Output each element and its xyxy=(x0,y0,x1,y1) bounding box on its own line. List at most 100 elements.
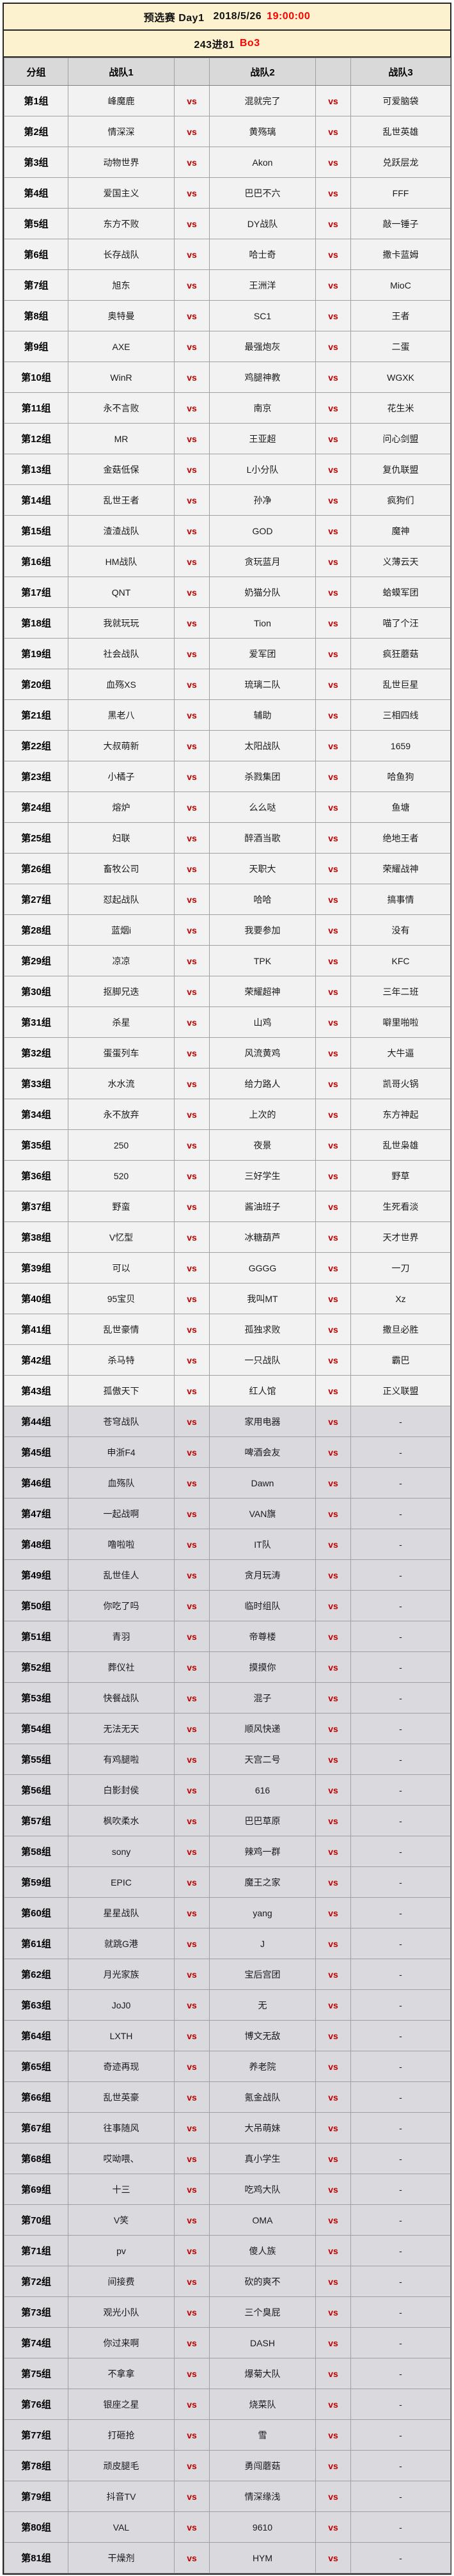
group-label: 第41组 xyxy=(4,1314,68,1345)
group-label: 第35组 xyxy=(4,1129,68,1161)
match-row: 第21组 黑老八 vs 辅助 vs 三相四线 xyxy=(4,699,451,731)
team2-name: IT队 xyxy=(209,1529,316,1560)
match-row: 第1组 峰魔鹿 vs 混就完了 vs 可爱脑袋 xyxy=(4,85,451,116)
group-label: 第67组 xyxy=(4,2112,68,2143)
vs-label: vs xyxy=(315,1314,351,1345)
team1-name: 蛋蛋列车 xyxy=(68,1037,175,1069)
team1-name: 干燥剂 xyxy=(68,2542,175,2573)
team3-name: 荣耀战神 xyxy=(350,853,451,884)
vs-label: vs xyxy=(315,576,351,608)
match-row: 第22组 大叔萌新 vs 太阳战队 vs 1659 xyxy=(4,730,451,761)
team1-name: VAL xyxy=(68,2511,175,2543)
vs-label: vs xyxy=(174,761,210,792)
match-row: 第6组 长存战队 vs 哈士奇 vs 撒卡蓝姆 xyxy=(4,239,451,270)
match-row: 第34组 永不放弃 vs 上次的 vs 东方神起 xyxy=(4,1099,451,1130)
group-label: 第30组 xyxy=(4,976,68,1007)
vs-label: vs xyxy=(174,116,210,147)
vs-label: vs xyxy=(174,853,210,884)
match-row: 第30组 抠脚兄迭 vs 荣耀超神 vs 三年二班 xyxy=(4,976,451,1007)
team1-name: 打砸抢 xyxy=(68,2419,175,2451)
team2-name: 黄殇璃 xyxy=(209,116,316,147)
team1-name: 乱世王者 xyxy=(68,484,175,516)
team2-name: 最强炮灰 xyxy=(209,331,316,362)
team2-name: 辅助 xyxy=(209,699,316,731)
vs-label: vs xyxy=(315,2235,351,2266)
group-label: 第32组 xyxy=(4,1037,68,1069)
vs-label: vs xyxy=(315,1252,351,1284)
team1-name: JoJ0 xyxy=(68,1989,175,2021)
team3-name: - xyxy=(350,1529,451,1560)
team1-name: 葬仪社 xyxy=(68,1651,175,1683)
team1-name: 95宝贝 xyxy=(68,1283,175,1314)
team3-name: 一刀 xyxy=(350,1252,451,1284)
team3-name: 蛤蟆军团 xyxy=(350,576,451,608)
team3-name: 花生米 xyxy=(350,392,451,424)
match-row: 第2组 情深深 vs 黄殇璃 vs 乱世英雄 xyxy=(4,116,451,147)
team2-name: 雪 xyxy=(209,2419,316,2451)
group-label: 第68组 xyxy=(4,2143,68,2174)
team1-name: 白影封侯 xyxy=(68,1774,175,1806)
col-header-vs2-empty xyxy=(315,58,351,86)
vs-label: vs xyxy=(315,2327,351,2358)
vs-label: vs xyxy=(315,1037,351,1069)
vs-label: vs xyxy=(315,1713,351,1744)
team2-name: 夜景 xyxy=(209,1129,316,1161)
vs-label: vs xyxy=(174,1467,210,1499)
match-row: 第40组 95宝贝 vs 我叫MT vs Xz xyxy=(4,1283,451,1314)
team3-name: 喵了个汪 xyxy=(350,607,451,639)
vs-label: vs xyxy=(315,699,351,731)
team2-name: Akon xyxy=(209,147,316,178)
team3-name: - xyxy=(350,2112,451,2143)
match-row: 第25组 妇联 vs 醉酒当歌 vs 绝地王者 xyxy=(4,822,451,854)
vs-label: vs xyxy=(174,669,210,700)
team1-name: 血殇队 xyxy=(68,1467,175,1499)
team2-name: 氪金战队 xyxy=(209,2081,316,2113)
group-label: 第1组 xyxy=(4,85,68,116)
team1-name: 情深深 xyxy=(68,116,175,147)
group-label: 第47组 xyxy=(4,1498,68,1529)
team3-name: 生死看淡 xyxy=(350,1191,451,1222)
group-label: 第15组 xyxy=(4,515,68,546)
vs-label: vs xyxy=(315,976,351,1007)
team3-name: - xyxy=(350,2450,451,2481)
team2-name: 太阳战队 xyxy=(209,730,316,761)
group-label: 第69组 xyxy=(4,2174,68,2205)
vs-label: vs xyxy=(315,1651,351,1683)
team3-name: - xyxy=(350,1559,451,1591)
vs-label: vs xyxy=(315,1744,351,1775)
group-label: 第70组 xyxy=(4,2204,68,2236)
match-row: 第70组 V笑 vs OMA vs - xyxy=(4,2204,451,2236)
vs-label: vs xyxy=(315,208,351,239)
team1-name: 大叔萌新 xyxy=(68,730,175,761)
group-label: 第50组 xyxy=(4,1590,68,1621)
team1-name: V笑 xyxy=(68,2204,175,2236)
match-row: 第45组 申浙F4 vs 啤酒会友 vs - xyxy=(4,1436,451,1468)
vs-label: vs xyxy=(315,1099,351,1130)
team2-name: 辣鸡一群 xyxy=(209,1836,316,1867)
vs-label: vs xyxy=(174,454,210,485)
team3-name: - xyxy=(350,1713,451,1744)
vs-label: vs xyxy=(174,791,210,823)
team2-name: 爱军团 xyxy=(209,638,316,669)
match-row: 第74组 你过来啊 vs DASH vs - xyxy=(4,2327,451,2358)
team3-name: - xyxy=(350,1774,451,1806)
title-date: 2018/5/26 xyxy=(213,11,262,22)
team1-name: 蓝烟i xyxy=(68,914,175,946)
vs-label: vs xyxy=(315,1344,351,1376)
vs-label: vs xyxy=(315,2296,351,2328)
match-row: 第56组 白影封侯 vs 616 vs - xyxy=(4,1774,451,1806)
vs-label: vs xyxy=(315,1467,351,1499)
match-row: 第65组 奇迹再现 vs 养老院 vs - xyxy=(4,2051,451,2082)
team1-name: 渣渣战队 xyxy=(68,515,175,546)
team3-name: 二蛋 xyxy=(350,331,451,362)
group-label: 第29组 xyxy=(4,945,68,976)
vs-label: vs xyxy=(174,147,210,178)
team2-name: 哈哈 xyxy=(209,884,316,915)
match-row: 第5组 东方不败 vs DY战队 vs 敲一锤子 xyxy=(4,208,451,239)
team1-name: 杀星 xyxy=(68,1006,175,1038)
team2-name: 616 xyxy=(209,1774,316,1806)
vs-label: vs xyxy=(174,2020,210,2051)
team1-name: 永不言败 xyxy=(68,392,175,424)
team1-name: 顽皮腿毛 xyxy=(68,2450,175,2481)
group-label: 第79组 xyxy=(4,2481,68,2512)
